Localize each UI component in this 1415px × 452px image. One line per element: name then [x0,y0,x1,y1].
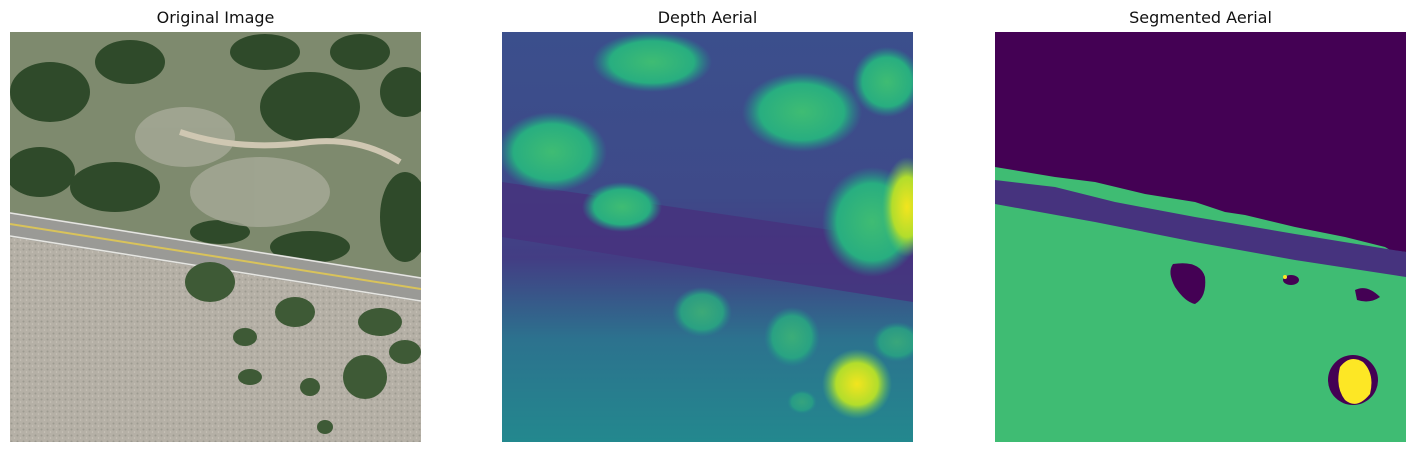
panel-original: Original Image [10,0,421,452]
depth-image [502,32,913,442]
original-image [10,32,421,442]
panel-title: Original Image [156,8,275,27]
panel-title: Depth Aerial [657,8,758,27]
panel-title: Segmented Aerial [1129,8,1272,27]
panel-depth: Depth Aerial [502,0,913,452]
segmented-image [995,32,1406,442]
panel-segmented: Segmented Aerial [995,0,1406,452]
